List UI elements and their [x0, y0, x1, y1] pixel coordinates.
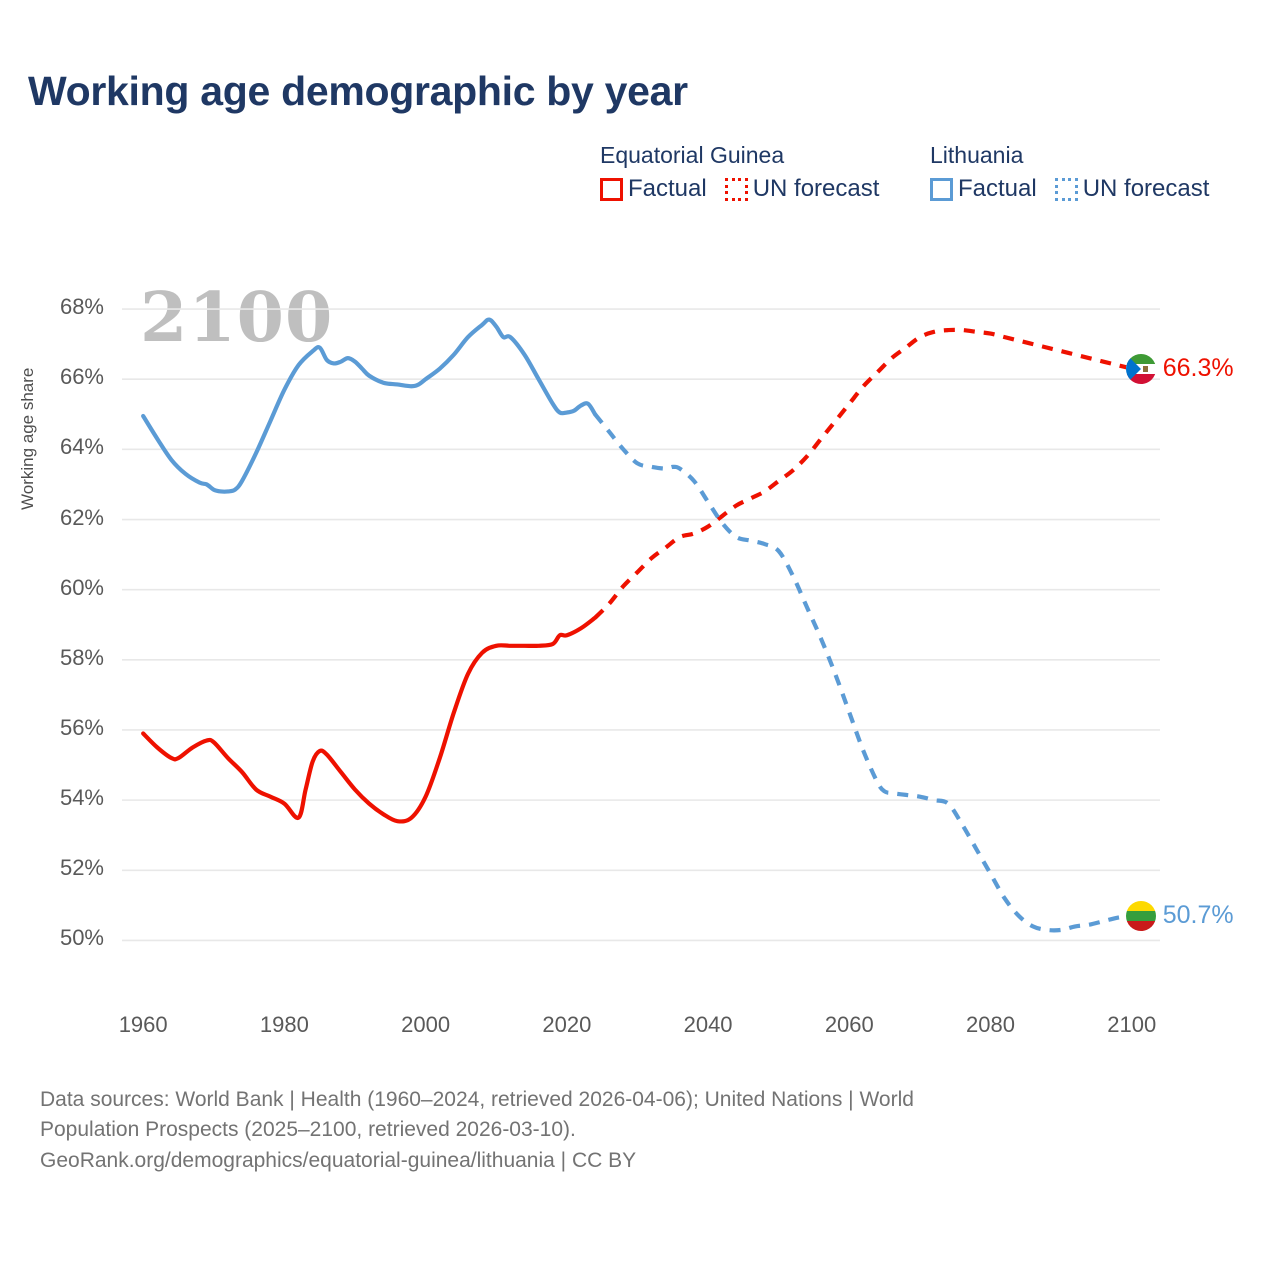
legend-item-label: Factual [628, 175, 707, 202]
x-tick-label: 2100 [1107, 1012, 1157, 1037]
x-tick-label: 2020 [542, 1012, 592, 1037]
end-value-equatorial-guinea: 66.3% [1162, 354, 1234, 383]
x-tick-label: 1960 [118, 1012, 168, 1037]
legend-country-name: Equatorial Guinea [600, 142, 785, 168]
footer-line-3: GeoRank.org/demographics/equatorial-guin… [40, 1148, 637, 1172]
x-tick-label: 1980 [259, 1012, 309, 1037]
legend-group-equatorial-guinea: Equatorial Guinea Factual UN forecast [600, 142, 897, 203]
x-tick-label: 2000 [401, 1012, 451, 1037]
equatorial-guinea-flag-icon [1125, 353, 1156, 384]
legend-item-label: Factual [958, 175, 1037, 202]
legend-country-name: Lithuania [930, 142, 1024, 168]
legend-item-factual-equatorial-guinea[interactable]: Factual [600, 175, 707, 203]
legend-swatch-dotted-icon [1054, 177, 1078, 201]
x-tick-label: 2060 [824, 1012, 874, 1037]
year-watermark: 2100 [140, 278, 334, 358]
page-title: Working age demographic by year [28, 68, 688, 114]
footer-line-1: Data sources: World Bank | Health (1960–… [40, 1088, 914, 1111]
lithuania-flag-icon [1125, 900, 1156, 931]
legend-item-label: UN forecast [752, 175, 880, 202]
legend-item-forecast-equatorial-guinea[interactable]: UN forecast [724, 175, 880, 203]
footer-sources: Data sources: World Bank | Health (1960–… [40, 1085, 1240, 1176]
end-label-equatorial-guinea: 66.3% [1125, 353, 1234, 384]
x-tick-label: 2080 [966, 1012, 1015, 1037]
legend-item-factual-lithuania[interactable]: Factual [930, 175, 1037, 203]
legend-swatch-solid-icon [600, 177, 623, 201]
end-value-lithuania: 50.7% [1162, 901, 1234, 930]
legend-item-forecast-lithuania[interactable]: UN forecast [1054, 175, 1210, 203]
chart-legend: Equatorial Guinea Factual UN forecast Li… [600, 142, 1260, 224]
end-label-lithuania: 50.7% [1125, 900, 1234, 931]
legend-swatch-dotted-icon [724, 177, 748, 201]
legend-group-lithuania: Lithuania Factual UN forecast [930, 142, 1227, 203]
legend-swatch-solid-icon [930, 177, 953, 201]
legend-item-label: UN forecast [1082, 175, 1210, 202]
footer-line-2: Population Prospects (2025–2100, retriev… [40, 1118, 576, 1142]
x-tick-label: 2040 [683, 1012, 733, 1037]
